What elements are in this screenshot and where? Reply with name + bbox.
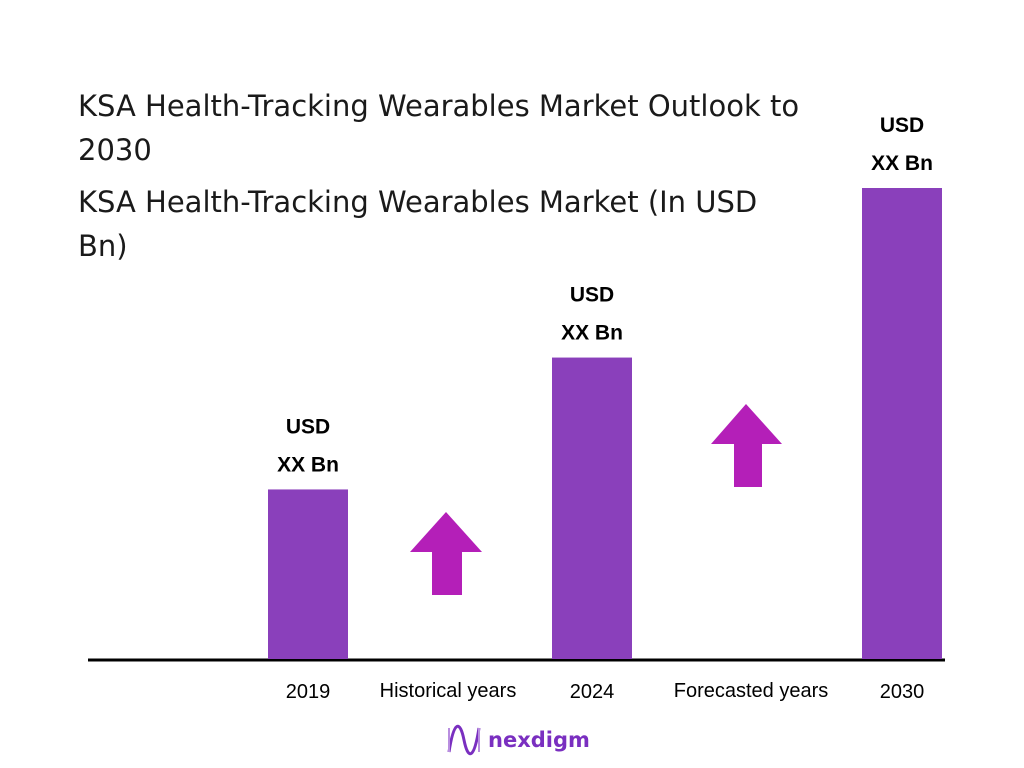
period-label-historical: Historical years (380, 680, 517, 702)
x-tick-label: 2019 (286, 681, 331, 703)
bar-2024 (552, 357, 632, 659)
x-tick-label: 2024 (570, 681, 615, 703)
period-label-forecast: Forecasted years (674, 680, 829, 702)
bar-2019 (268, 489, 348, 659)
data-label-2019: XX Bn (277, 453, 339, 476)
growth-arrow-icon (410, 512, 482, 595)
data-label-2030: XX Bn (871, 152, 933, 175)
chart-title: KSA Health-Tracking Wearables Market Out… (78, 89, 800, 167)
nexdigm-logo: nexdigm (446, 724, 590, 756)
x-tick-label: 2030 (880, 681, 925, 703)
bar-2030 (862, 188, 942, 659)
nexdigm-logo-icon (447, 725, 481, 755)
growth-arrow-icon (711, 404, 782, 487)
data-label-2019: USD (286, 415, 330, 438)
data-label-2024: XX Bn (561, 322, 623, 345)
brand-name: nexdigm (488, 728, 590, 752)
data-label-2024: USD (570, 284, 614, 307)
data-label-2030: USD (880, 114, 924, 137)
chart-subtitle: KSA Health-Tracking Wearables Market (In… (78, 185, 758, 263)
